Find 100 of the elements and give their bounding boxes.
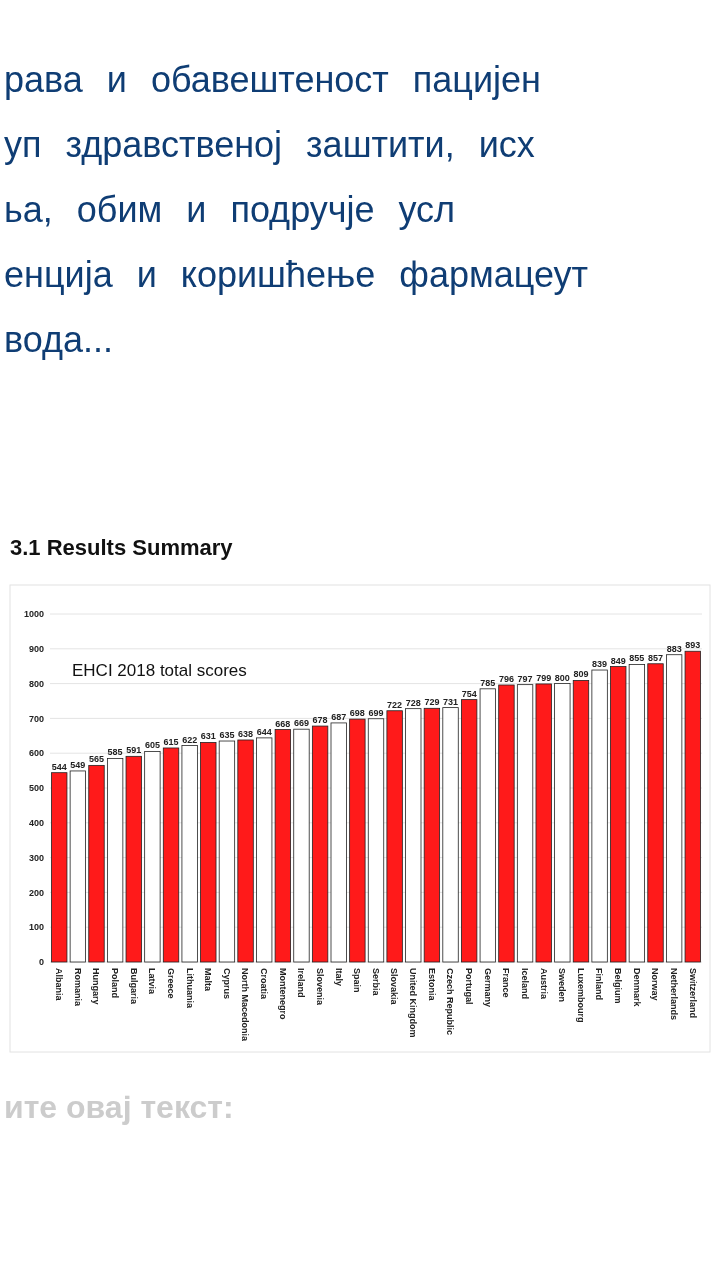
data-label: 857 xyxy=(647,652,664,663)
x-tick-label: Albania xyxy=(54,968,65,1002)
x-tick-label: France xyxy=(501,968,512,998)
data-label: 549 xyxy=(70,759,86,770)
x-tick-label: Norway xyxy=(650,968,661,1001)
bar xyxy=(516,684,534,963)
data-label: 754 xyxy=(461,688,477,699)
x-tick-label: North Macedonia xyxy=(240,968,251,1042)
bar xyxy=(423,707,441,963)
x-tick-label: Montenegro xyxy=(277,968,288,1020)
x-tick-label: Malta xyxy=(203,968,214,992)
x-tick-label: Netherlands xyxy=(668,968,679,1021)
data-label: 722 xyxy=(387,699,403,710)
data-label: 800 xyxy=(554,672,570,683)
x-tick-label: Latvia xyxy=(147,968,158,996)
data-label: 839 xyxy=(592,659,608,670)
bar xyxy=(647,663,664,963)
x-tick-label: Slovenia xyxy=(314,968,325,1007)
x-tick-label: Czech Republic xyxy=(445,968,456,1036)
text: ьа, обим и подручје усл xyxy=(4,189,456,230)
bar xyxy=(591,669,608,963)
text: енција и коришћење фармацеут xyxy=(4,254,589,295)
data-label: 605 xyxy=(144,740,160,751)
bar xyxy=(572,680,590,963)
x-tick-label: Italy xyxy=(333,968,344,987)
bar xyxy=(442,707,459,963)
x-tick-label: Croatia xyxy=(259,968,270,1000)
text: уп здравственој заштити, исх xyxy=(4,124,535,165)
data-label: 585 xyxy=(107,747,123,758)
bar xyxy=(554,683,571,963)
x-tick-label: Austria xyxy=(538,968,549,1000)
data-label: 855 xyxy=(629,653,645,664)
data-label: 591 xyxy=(126,745,142,756)
x-tick-label: Greece xyxy=(165,968,176,999)
y-tick-label: 800 xyxy=(28,678,44,689)
x-tick-label: Estonia xyxy=(426,968,437,1002)
data-label: 731 xyxy=(443,696,459,707)
bar xyxy=(200,742,217,963)
data-label: 797 xyxy=(517,673,533,684)
data-label: 565 xyxy=(88,754,105,765)
data-label: 687 xyxy=(331,711,347,722)
data-label: 622 xyxy=(182,734,198,745)
x-tick-label: Romania xyxy=(72,968,83,1007)
data-label: 849 xyxy=(610,655,626,666)
bar xyxy=(218,740,236,963)
bar xyxy=(181,745,198,963)
data-label: 668 xyxy=(275,718,291,729)
x-tick-label: United Kingdom xyxy=(408,968,419,1038)
y-tick-label: 0 xyxy=(38,957,44,968)
data-label: 638 xyxy=(238,728,254,739)
bar xyxy=(367,718,385,963)
data-label: 893 xyxy=(685,640,701,651)
data-label: 729 xyxy=(424,697,440,708)
y-tick-label: 100 xyxy=(28,922,44,933)
y-tick-label: 600 xyxy=(28,748,44,759)
x-tick-label: Lithuania xyxy=(184,968,195,1009)
data-label: 615 xyxy=(163,736,179,747)
x-tick-label: Hungary xyxy=(91,968,102,1005)
y-tick-label: 200 xyxy=(28,887,44,898)
data-label: 635 xyxy=(219,730,235,741)
y-tick-label: 500 xyxy=(28,783,44,794)
x-tick-label: Poland xyxy=(109,968,120,999)
bar xyxy=(293,728,310,963)
x-tick-label: Serbia xyxy=(370,968,381,997)
data-label: 699 xyxy=(368,707,384,718)
x-tick-label: Slovakia xyxy=(389,968,400,1006)
data-label: 796 xyxy=(498,673,514,684)
data-label: 883 xyxy=(666,643,682,654)
x-tick-label: Switzerland xyxy=(687,968,698,1019)
bar xyxy=(162,747,180,963)
x-tick-label: Iceland xyxy=(519,968,530,1000)
x-tick-label: Bulgaria xyxy=(128,968,139,1005)
y-tick-label: 700 xyxy=(28,713,44,724)
y-tick-label: 300 xyxy=(28,852,44,863)
x-tick-label: Denmark xyxy=(631,968,642,1008)
data-label: 644 xyxy=(256,726,272,737)
data-label: 809 xyxy=(573,669,589,680)
chart-title: 3.1 Results Summary xyxy=(10,535,234,560)
bar xyxy=(237,739,254,963)
x-tick-label: Ireland xyxy=(296,968,307,998)
x-tick-label: Cyprus xyxy=(221,968,232,1000)
text: вода... xyxy=(4,319,113,360)
text: EHCI 2018 total scores xyxy=(72,661,247,680)
data-label: 669 xyxy=(293,718,309,729)
data-label: 678 xyxy=(312,715,328,726)
bar xyxy=(311,725,329,963)
data-label: 698 xyxy=(349,708,365,719)
bar xyxy=(88,764,105,963)
x-tick-label: Portugal xyxy=(464,968,475,1005)
bar xyxy=(144,751,161,963)
x-tick-label: Spain xyxy=(352,968,363,993)
data-label: 785 xyxy=(480,677,496,688)
y-tick-label: 900 xyxy=(28,643,44,654)
bar xyxy=(535,683,552,963)
data-label: 544 xyxy=(51,761,67,772)
data-label: 631 xyxy=(200,731,216,742)
y-tick-label: 400 xyxy=(28,817,44,828)
x-tick-label: Finland xyxy=(594,968,605,1000)
data-label: 728 xyxy=(405,697,421,708)
bar xyxy=(498,684,515,963)
